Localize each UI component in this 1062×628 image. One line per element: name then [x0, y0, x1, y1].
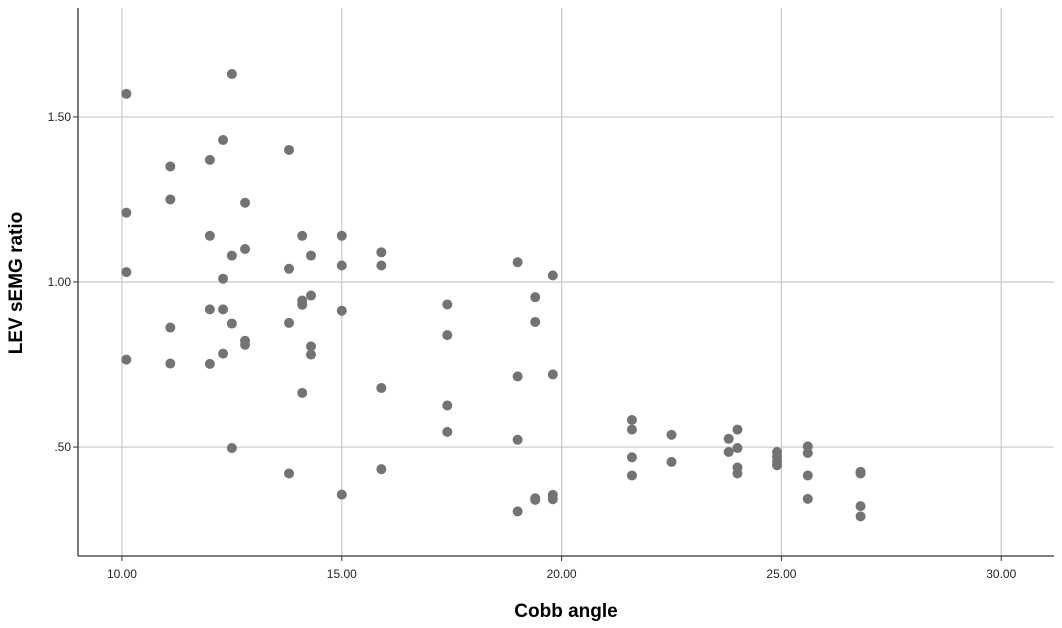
data-point [666, 429, 677, 440]
y-axis-title: LEV sEMG ratio [6, 212, 27, 355]
data-point [306, 349, 317, 360]
data-point [732, 468, 743, 479]
data-point [732, 424, 743, 435]
x-axis-title: Cobb angle [514, 601, 617, 622]
data-point [336, 230, 347, 241]
data-point [626, 470, 637, 481]
data-point [376, 382, 387, 393]
data-point [121, 354, 132, 365]
data-point [204, 230, 215, 241]
data-point [240, 243, 251, 254]
data-point [284, 317, 295, 328]
horizontal-gridlines [78, 116, 1054, 448]
x-tick-label: 20.00 [547, 567, 577, 581]
data-point [547, 494, 558, 505]
data-point [218, 304, 229, 315]
data-point [626, 452, 637, 463]
data-point [204, 154, 215, 165]
data-point [855, 511, 866, 522]
data-points [121, 69, 866, 522]
data-point [547, 270, 558, 281]
x-tick-label: 15.00 [327, 567, 357, 581]
data-point [666, 456, 677, 467]
data-point [226, 318, 237, 329]
data-point [512, 506, 523, 517]
data-point [772, 460, 783, 471]
data-point [240, 339, 251, 350]
data-point [204, 304, 215, 315]
data-point [284, 144, 295, 155]
data-point [512, 257, 523, 268]
x-tick-label: 10.00 [107, 567, 137, 581]
data-point [218, 135, 229, 146]
data-point [165, 358, 176, 369]
data-point [530, 494, 541, 505]
y-axis-ticks: .50 1.00 1.50 [48, 110, 78, 454]
data-point [512, 371, 523, 382]
data-point [121, 88, 132, 99]
data-point [218, 273, 229, 284]
data-point [336, 260, 347, 271]
data-point [306, 341, 317, 352]
data-point [336, 489, 347, 500]
x-tick-label: 25.00 [766, 567, 796, 581]
data-point [226, 69, 237, 80]
data-point [226, 443, 237, 454]
data-point [802, 493, 813, 504]
data-point [376, 464, 387, 475]
data-point [297, 387, 308, 398]
data-point [626, 414, 637, 425]
y-tick-label: 1.50 [48, 110, 72, 124]
data-point [442, 400, 453, 411]
data-point [723, 433, 734, 444]
data-point [530, 316, 541, 327]
data-point [530, 292, 541, 303]
data-point [855, 468, 866, 479]
data-point [306, 290, 317, 301]
data-point [121, 267, 132, 278]
data-point [284, 468, 295, 479]
data-point [218, 348, 229, 359]
data-point [240, 197, 251, 208]
data-point [547, 369, 558, 380]
data-point [297, 230, 308, 241]
data-point [512, 434, 523, 445]
data-point [626, 424, 637, 435]
y-tick-label: .50 [54, 440, 71, 454]
data-point [376, 247, 387, 258]
data-point [121, 207, 132, 218]
data-point [336, 305, 347, 316]
data-point [802, 448, 813, 459]
x-axis-ticks: 10.00 15.00 20.00 25.00 30.00 [107, 556, 1017, 581]
data-point [165, 322, 176, 333]
x-tick-label: 30.00 [986, 567, 1016, 581]
data-point [297, 299, 308, 310]
data-point [802, 470, 813, 481]
data-point [442, 426, 453, 437]
data-point [226, 250, 237, 261]
data-point [732, 443, 743, 454]
data-point [306, 250, 317, 261]
data-point [723, 447, 734, 458]
y-tick-label: 1.00 [48, 275, 72, 289]
data-point [165, 161, 176, 172]
data-point [284, 263, 295, 274]
data-point [442, 330, 453, 341]
data-point [442, 299, 453, 310]
data-point [376, 260, 387, 271]
data-point [204, 358, 215, 369]
data-point [165, 194, 176, 205]
data-point [855, 501, 866, 512]
